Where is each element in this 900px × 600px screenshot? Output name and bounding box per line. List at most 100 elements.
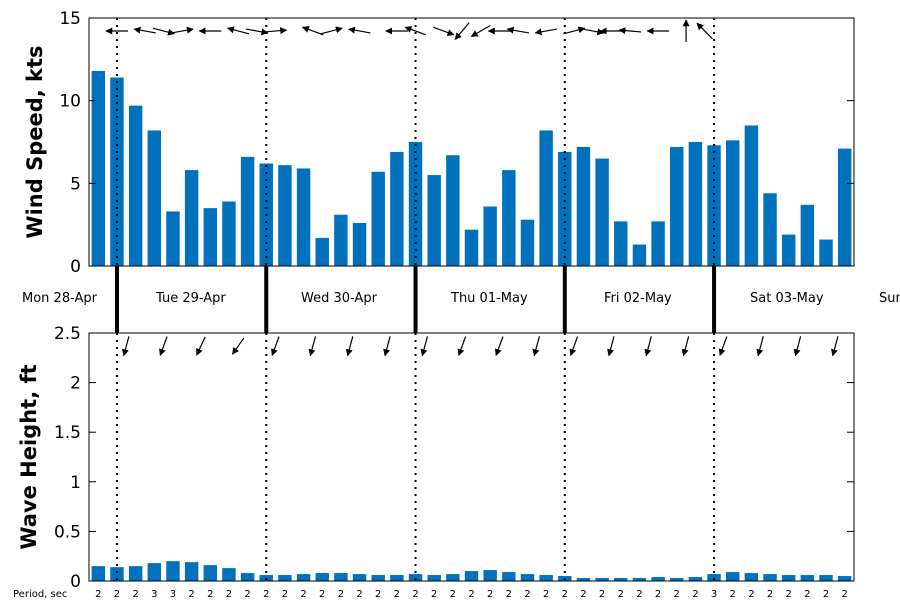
wave-period-value: 2 [487, 589, 493, 600]
wind-direction-arrow-icon [245, 28, 269, 36]
wave-period-value: 2 [375, 589, 381, 600]
wind-direction-arrow-icon [226, 26, 250, 35]
day-label-wed: Wed 30-Apr [301, 291, 378, 306]
wave-height-bar [688, 577, 703, 581]
wave-period-value: 2 [636, 589, 642, 600]
wave-direction-arrow-icon [569, 336, 579, 357]
wave-period-value: 2 [132, 589, 138, 600]
wind-direction-arrow-icon [264, 27, 288, 35]
wave-period-value: 3 [170, 589, 176, 600]
wave-period-value: 2 [506, 589, 512, 600]
wind-speed-bar [800, 204, 815, 266]
wave-direction-arrow-icon [232, 337, 245, 355]
wave-height-bar [576, 578, 591, 581]
wave-period-value: 2 [524, 589, 530, 600]
wave-height-bar [315, 573, 329, 581]
wind-speed-bar [819, 239, 833, 266]
wind-y-tick-label: 10 [59, 92, 81, 112]
wind-speed-bar [147, 130, 162, 266]
wave-period-value: 2 [244, 589, 250, 600]
wave-height-bar [520, 574, 535, 581]
wind-direction-arrow-icon [563, 26, 586, 35]
wave-period-value: 2 [282, 589, 288, 600]
wave-period-value: 2 [207, 589, 213, 600]
day-label-thu: Thu 01-May [450, 291, 528, 306]
wave-period-value: 2 [468, 589, 474, 600]
wind-direction-arrow-icon [348, 26, 371, 34]
day-label-mon: Mon 28-Apr [22, 291, 98, 306]
wave-direction-arrow-icon [457, 336, 467, 357]
wind-y-tick-label: 15 [59, 9, 81, 29]
wave-period-value: 2 [599, 589, 605, 600]
wind-direction-arrow-icon [470, 24, 491, 38]
day-label-sun: Sun [879, 291, 900, 306]
wave-height-bar [819, 575, 833, 581]
wind-direction-arrow-icon [432, 26, 455, 36]
wave-period-value: 2 [562, 589, 568, 600]
wave-period-value: 2 [188, 589, 194, 600]
wind-speed-bar [203, 208, 217, 266]
wave-height-bar [408, 574, 423, 581]
wind-direction-arrow-icon [581, 28, 605, 36]
wave-direction-arrow-icon [345, 336, 354, 357]
wave-y-tick-label: 0.5 [54, 522, 81, 542]
wind-speed-bar [651, 221, 665, 266]
wind-speed-bar [240, 156, 255, 266]
wind-speed-bar [837, 148, 852, 266]
wind-direction-arrow-icon [152, 27, 175, 36]
wind-speed-bar [520, 219, 535, 266]
wave-height-bar [240, 573, 255, 581]
wave-height-bar [837, 576, 852, 581]
wind-speed-bar [371, 171, 385, 266]
wave-height-bar [166, 561, 180, 581]
wave-period-value: 2 [319, 589, 325, 600]
wind-speed-bar [390, 151, 404, 266]
wave-height-bar [446, 574, 460, 581]
wind-speed-bar [502, 170, 516, 266]
wave-plot-frame [88, 332, 855, 582]
period-label: Period, sec [13, 589, 67, 600]
wind-direction-arrow-icon [696, 22, 713, 40]
wind-direction-arrow-icon [171, 26, 194, 34]
wave-period-value: 2 [263, 589, 269, 600]
wind-speed-bar [726, 140, 740, 266]
wave-height-bar [502, 572, 516, 581]
wind-speed-bar [408, 142, 423, 266]
wave-height-bar [91, 566, 106, 581]
wind-speed-bar [446, 155, 460, 266]
wind-direction-arrow-icon [320, 26, 343, 35]
wave-direction-arrow-icon [271, 336, 280, 357]
wind-y-tick-label: 5 [70, 174, 81, 194]
wave-direction-arrow-icon [308, 336, 317, 357]
wave-height-bar [222, 568, 236, 581]
wave-height-bar [614, 578, 628, 581]
wave-y-tick-label: 1 [70, 473, 81, 493]
wind-speed-bar [334, 214, 348, 266]
wave-height-bar [390, 575, 404, 581]
wind-direction-arrow-icon [133, 26, 156, 34]
wave-direction-arrow-icon [644, 336, 652, 357]
wave-period-value: 2 [786, 589, 792, 600]
wind-direction-arrow-icon [506, 26, 530, 34]
wave-direction-arrow-icon [607, 336, 615, 357]
wave-direction-arrow-icon [831, 336, 839, 357]
wave-height-bar [184, 562, 199, 581]
wave-y-tick-label: 0 [70, 572, 81, 592]
wind-speed-bar [222, 201, 236, 266]
wave-height-bar [352, 574, 367, 581]
wind-direction-arrow-icon [534, 28, 558, 36]
wind-y-tick-label: 0 [70, 257, 81, 277]
wind-speed-bar [781, 234, 796, 266]
wave-period-value: 2 [356, 589, 362, 600]
wind-direction-arrow-icon [454, 22, 470, 40]
wind-speed-bar [427, 175, 441, 266]
wind-speed-bar [184, 170, 199, 266]
wind-direction-arrow-icon [301, 26, 324, 36]
wave-height-bar [651, 577, 665, 581]
wind-speed-bar [576, 146, 591, 266]
wave-direction-arrow-icon [532, 336, 540, 357]
wave-period-value: 2 [767, 589, 773, 600]
wave-period-value: 2 [338, 589, 344, 600]
wave-direction-arrow-icon [121, 336, 130, 357]
